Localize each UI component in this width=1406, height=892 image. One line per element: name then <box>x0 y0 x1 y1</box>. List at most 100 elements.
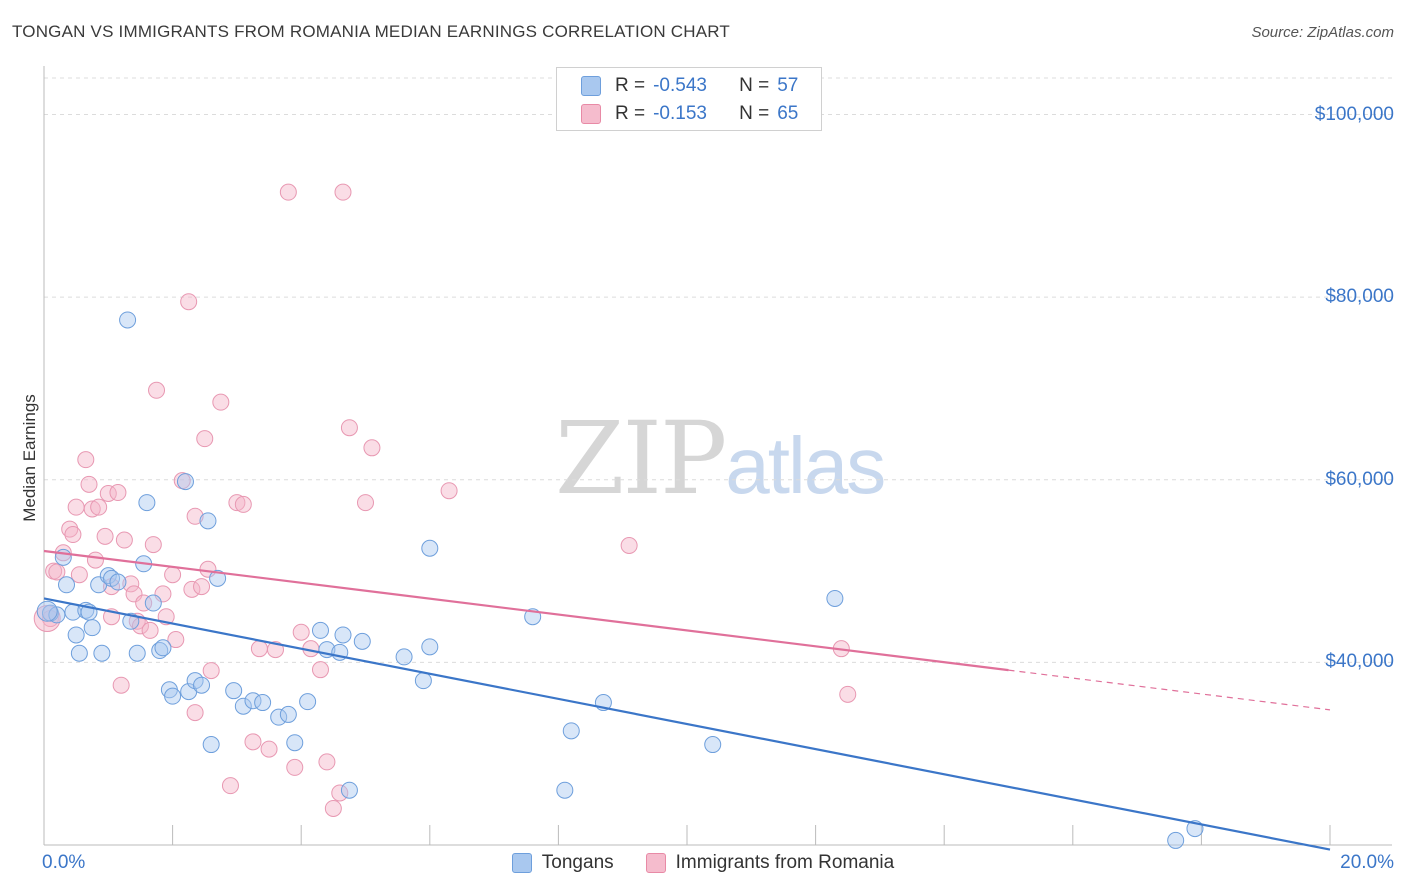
data-point-romania <box>99 484 117 502</box>
r-label: R = <box>615 103 646 124</box>
y-tick-label: $40,000 <box>1325 651 1394 673</box>
data-point-tongans <box>279 705 297 723</box>
data-point-tongans <box>164 687 182 705</box>
r-label: R = <box>615 75 646 96</box>
data-point-romania <box>83 500 101 518</box>
data-point-romania <box>260 740 278 758</box>
data-point-romania <box>48 563 66 581</box>
data-point-romania <box>67 498 85 516</box>
data-point-romania <box>141 621 159 639</box>
data-point-tongans <box>209 569 227 587</box>
data-point-romania <box>440 482 458 500</box>
data-point-romania <box>212 393 230 411</box>
r-value: -0.153 <box>653 103 707 124</box>
data-point-romania <box>77 451 95 469</box>
trend-line-dashed <box>1008 669 1331 711</box>
data-point-romania <box>620 537 638 555</box>
romania-points <box>33 183 857 817</box>
data-point-tongans <box>225 682 243 700</box>
y-tick-label: $80,000 <box>1325 286 1394 308</box>
watermark: ZIPatlas <box>555 400 886 517</box>
data-point-romania <box>221 777 239 795</box>
data-point-tongans <box>151 642 169 660</box>
legend-swatch-romania <box>581 104 601 124</box>
stats-legend: R = -0.543 N = 57 R = -0.153 N = 65 <box>556 67 822 131</box>
data-point-tongans <box>109 573 127 591</box>
data-point-romania <box>148 381 166 399</box>
data-point-romania <box>357 494 374 512</box>
data-point-tongans <box>254 694 272 712</box>
data-point-romania <box>90 498 108 516</box>
n-value: 57 <box>777 75 799 96</box>
data-point-romania <box>112 676 130 694</box>
data-point-romania <box>250 640 268 658</box>
data-point-tongans <box>193 676 211 694</box>
x-tick-label-min: 0.0% <box>42 852 86 873</box>
data-point-romania <box>839 685 857 703</box>
data-point-tongans <box>311 621 329 639</box>
data-point-tongans <box>99 567 117 585</box>
data-point-romania <box>286 758 304 776</box>
data-point-romania <box>292 623 310 641</box>
data-point-tongans <box>93 644 111 662</box>
legend-label-tongans: Tongans <box>541 852 614 873</box>
data-point-romania <box>96 527 114 545</box>
r-value: -0.543 <box>653 75 707 96</box>
data-point-tongans <box>144 594 162 612</box>
data-point-romania <box>311 661 329 679</box>
axes <box>43 66 1392 846</box>
data-point-romania <box>363 439 381 457</box>
data-point-tongans-cluster <box>36 600 58 622</box>
data-point-tongans <box>67 626 85 644</box>
data-point-romania <box>244 733 262 751</box>
data-point-romania <box>167 631 185 649</box>
n-label: N = <box>739 103 770 124</box>
legend-item-romania: Immigrants from Romania <box>645 852 895 874</box>
watermark-zip: ZIP <box>555 400 727 517</box>
data-point-romania <box>228 494 246 512</box>
data-point-tongans <box>119 311 137 329</box>
data-point-romania <box>164 566 182 584</box>
n-label: N = <box>739 75 770 96</box>
data-point-tongans <box>556 781 574 799</box>
data-point-romania <box>234 495 252 513</box>
data-point-tongans <box>421 539 439 557</box>
data-point-romania <box>80 475 98 493</box>
data-point-tongans <box>83 619 101 637</box>
n-value: 65 <box>777 103 799 124</box>
gridlines <box>44 77 1392 663</box>
x-tick-label-max: 20.0% <box>1340 852 1394 873</box>
data-point-romania <box>86 551 104 569</box>
data-point-tongans <box>286 734 304 752</box>
data-point-tongans <box>704 736 722 754</box>
data-point-romania <box>202 662 220 680</box>
data-point-tongans <box>199 512 217 530</box>
data-point-tongans <box>353 632 371 650</box>
data-point-tongans <box>234 697 252 715</box>
data-point-romania <box>196 430 214 448</box>
legend-item-tongans: Tongans <box>511 852 614 874</box>
data-point-tongans <box>128 644 146 662</box>
data-point-romania <box>61 520 79 538</box>
legend-label-romania: Immigrants from Romania <box>675 852 895 873</box>
data-point-romania <box>331 784 349 802</box>
data-point-romania <box>340 419 358 437</box>
data-point-tongans <box>58 576 76 594</box>
data-point-tongans <box>1167 831 1185 849</box>
data-point-tongans <box>299 693 317 711</box>
data-point-tongans <box>340 781 358 799</box>
data-point-tongans <box>334 626 352 644</box>
trend-lines <box>43 549 1331 851</box>
legend-swatch-romania <box>645 853 666 873</box>
data-point-tongans <box>202 736 220 754</box>
data-point-romania <box>279 183 297 201</box>
data-point-tongans <box>154 639 172 657</box>
legend-swatch-tongans <box>511 853 532 873</box>
data-point-tongans <box>70 644 88 662</box>
stats-row-romania: R = -0.153 N = 65 <box>581 101 798 127</box>
legend-swatch-tongans <box>581 76 601 96</box>
data-point-romania <box>135 594 153 612</box>
y-tick-label: $60,000 <box>1325 468 1394 490</box>
data-point-tongans <box>826 589 844 607</box>
